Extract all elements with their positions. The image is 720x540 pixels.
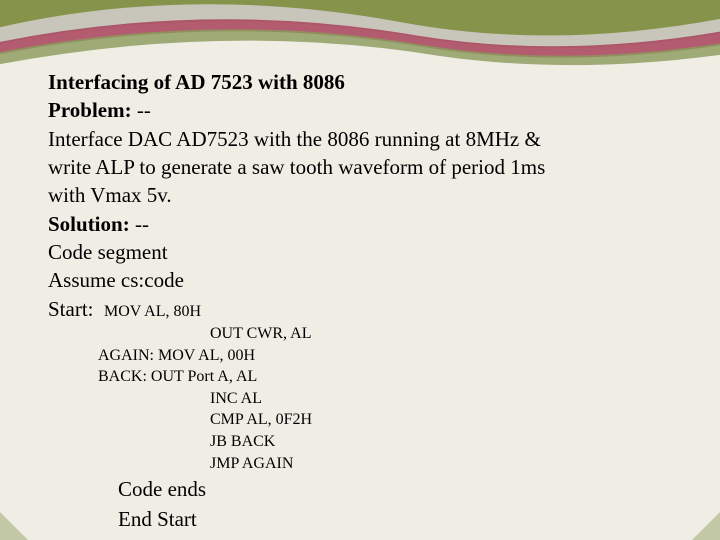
problem-line: Interface DAC AD7523 with the 8086 runni… [48,125,680,153]
code-line: JMP AGAIN [48,453,680,475]
code-line: JB BACK [48,431,680,453]
end-line: End Start [118,506,680,533]
segment-line: Assume cs:code [48,266,680,294]
solution-label-line: Solution: -- [48,210,680,238]
code-line: CMP AL, 0F2H [48,409,680,431]
code-line: BACK: OUT Port A, AL [48,366,680,388]
slide-title: Interfacing of AD 7523 with 8086 [48,68,680,96]
end-line: Code ends [118,476,680,503]
start-label: Start: [48,297,94,321]
corner-decoration-left [0,512,28,540]
problem-label: Problem: [48,98,132,122]
problem-label-line: Problem: -- [48,96,680,124]
problem-line: with Vmax 5v. [48,181,680,209]
segment-line: Code segment [48,238,680,266]
problem-line: write ALP to generate a saw tooth wavefo… [48,153,680,181]
code-line: OUT CWR, AL [48,323,680,345]
problem-dashes: -- [132,98,151,122]
slide-content: Interfacing of AD 7523 with 8086 Problem… [48,68,680,533]
start-instr: MOV AL, 80H [104,303,201,320]
code-line: INC AL [48,388,680,410]
corner-decoration-right [692,512,720,540]
start-line: Start: MOV AL, 80H [48,295,680,323]
solution-dashes: -- [130,212,149,236]
code-line: AGAIN: MOV AL, 00H [48,345,680,367]
solution-label: Solution: [48,212,130,236]
